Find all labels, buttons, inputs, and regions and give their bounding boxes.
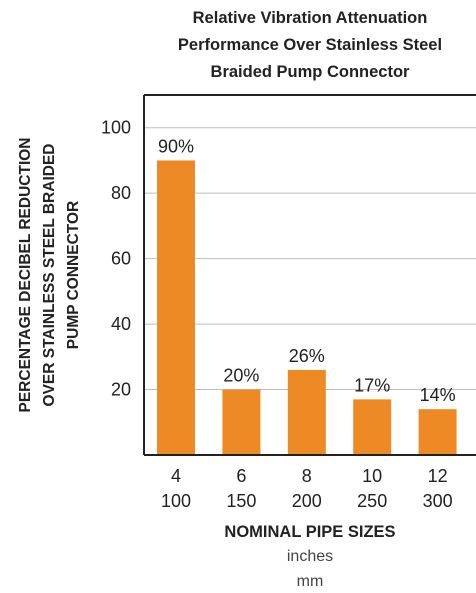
- bar: [157, 160, 195, 456]
- chart-title: Relative Vibration Attenuation Performan…: [178, 9, 442, 81]
- chart-title-line-2: Performance Over Stainless Steel: [178, 36, 442, 54]
- y-axis-ticks: 20 40 60 80 100: [101, 118, 131, 400]
- y-tick-label: 100: [101, 118, 131, 138]
- data-label: 17%: [354, 375, 390, 395]
- gridlines: [144, 127, 476, 391]
- y-axis-title-line-2: OVER STAINLESS STEEL BRAIDED: [41, 144, 58, 407]
- bar: [418, 409, 457, 455]
- y-axis-title-line-1: PERCENTAGE DECIBEL REDUCTION: [17, 137, 34, 412]
- data-labels: 90% 20% 26% 17% 14%: [158, 136, 456, 405]
- bars: [157, 160, 457, 456]
- x-tick-label-mm: 250: [357, 491, 387, 511]
- bar: [222, 389, 261, 455]
- x-tick-label-inches: 4: [171, 466, 181, 486]
- y-axis-title: PERCENTAGE DECIBEL REDUCTION OVER STAINL…: [17, 137, 82, 412]
- x-tick-label-inches: 10: [362, 466, 382, 486]
- chart-title-line-3: Braided Pump Connector: [211, 63, 411, 81]
- x-tick-label-inches: 8: [302, 466, 312, 486]
- y-axis-title-line-3: PUMP CONNECTOR: [65, 201, 82, 349]
- data-label: 90%: [158, 136, 194, 156]
- data-label: 14%: [420, 385, 456, 405]
- x-axis-unit-mm: mm: [297, 573, 324, 590]
- x-axis-ticks: 4 100 6 150 8 200 10 250 12 300: [161, 466, 453, 511]
- x-axis-title: NOMINAL PIPE SIZES: [224, 523, 395, 541]
- chart-title-line-1: Relative Vibration Attenuation: [193, 9, 428, 27]
- data-label: 20%: [223, 366, 259, 386]
- bar: [287, 369, 326, 455]
- x-axis-unit-inches: inches: [287, 548, 333, 565]
- x-tick-label-mm: 300: [423, 491, 453, 511]
- x-tick-label-mm: 150: [226, 491, 256, 511]
- y-tick-label: 40: [111, 314, 131, 334]
- y-tick-label: 60: [111, 249, 131, 269]
- y-tick-label: 80: [111, 183, 131, 203]
- bar: [353, 399, 392, 455]
- x-tick-label-mm: 100: [161, 491, 191, 511]
- x-tick-label-inches: 6: [236, 466, 246, 486]
- x-tick-label-mm: 200: [292, 491, 322, 511]
- data-label: 26%: [289, 346, 325, 366]
- x-tick-label-inches: 12: [428, 466, 448, 486]
- y-tick-label: 20: [111, 380, 131, 400]
